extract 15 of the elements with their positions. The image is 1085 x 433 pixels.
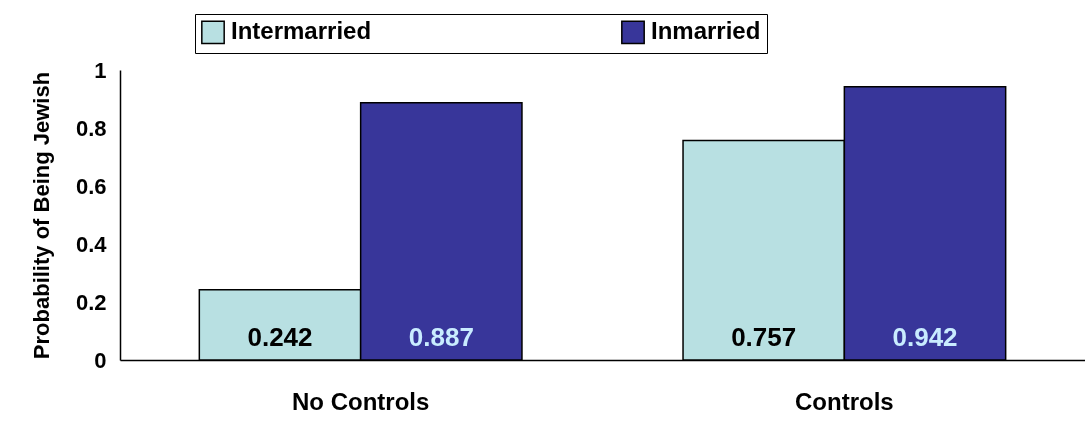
data-label: 0.757 xyxy=(731,322,797,352)
legend-label: Intermarried xyxy=(231,17,372,45)
data-label: 0.887 xyxy=(408,322,474,352)
x-tick-label: Controls xyxy=(795,387,894,415)
data-label: 0.942 xyxy=(892,322,958,352)
y-tick-label: 0.8 xyxy=(75,115,107,141)
data-label: 0.242 xyxy=(247,322,313,352)
legend-label: Inmarried xyxy=(651,17,761,45)
y-tick-label: 0 xyxy=(94,347,107,373)
y-axis-title: Probability of Being Jewish xyxy=(28,71,54,360)
x-tick-label: No Controls xyxy=(291,387,430,415)
y-tick-label: 0.2 xyxy=(75,289,107,315)
y-tick-label: 0.6 xyxy=(75,173,107,199)
y-tick-label: 0.4 xyxy=(75,231,108,257)
y-tick-label: 1 xyxy=(94,57,107,83)
